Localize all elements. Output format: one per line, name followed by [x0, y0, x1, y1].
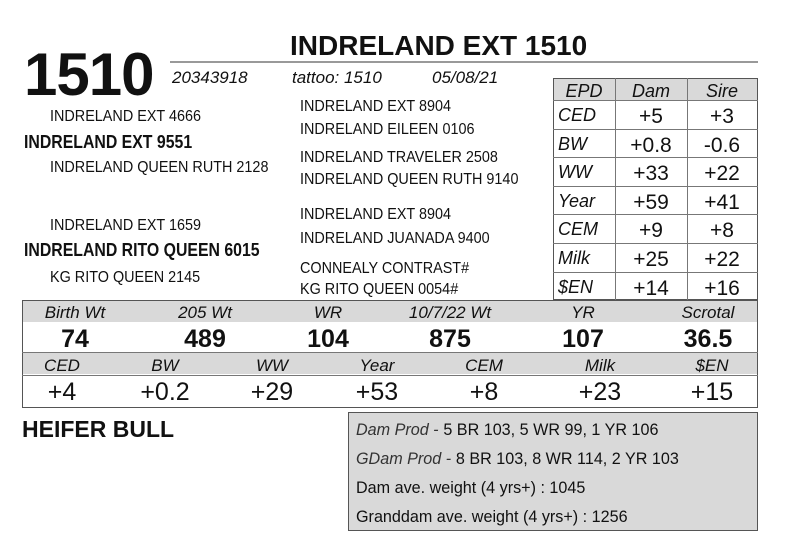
perf-value: 875 [429, 325, 471, 353]
perf-value: 489 [184, 325, 226, 353]
epd-header-bg [554, 79, 757, 100]
epd-value: +15 [690, 378, 734, 406]
epd-value: +29 [250, 378, 294, 406]
perf-header: 205 Wt [178, 303, 232, 322]
note-text: Dam ave. weight (4 yrs+) : 1045 [356, 478, 586, 497]
epd-value: +0.8 [630, 133, 672, 157]
perf-header: Scrotal [681, 303, 735, 322]
epd-value: +14 [633, 276, 669, 300]
birth-date: 05/08/21 [432, 68, 499, 87]
note-line: Granddam ave. weight (4 yrs+) : 1256 [356, 507, 628, 527]
pedigree-name: INDRELAND EXT 4666 [50, 108, 202, 125]
registration: 20343918 [172, 68, 248, 87]
pedigree-name: INDRELAND EILEEN 0106 [300, 121, 475, 138]
perf-header-bg [23, 301, 757, 322]
perf-header: Birth Wt [44, 303, 106, 322]
rule [170, 61, 758, 63]
epd-value: +41 [704, 190, 740, 214]
cell-border [553, 128, 758, 130]
note-text: 8 BR 103, 8 WR 114, 2 YR 103 [455, 449, 679, 468]
epd-value: +5 [639, 105, 663, 128]
epd-trait: CED [558, 105, 597, 125]
row-border [22, 352, 758, 353]
pedigree-name: INDRELAND TRAVELER 2508 [300, 149, 498, 166]
cell-border [553, 214, 758, 216]
note-text: 5 BR 103, 5 WR 99, 1 YR 106 [443, 420, 659, 439]
epd-value: +16 [704, 276, 740, 300]
note-line: GDam Prod -8 BR 103, 8 WR 114, 2 YR 103 [356, 449, 679, 469]
cell-border [553, 157, 758, 159]
label: HEIFER BULL [22, 416, 175, 442]
epd-value: -0.6 [703, 133, 741, 157]
epd-trait: Milk [558, 248, 590, 268]
perf-value: 36.5 [683, 325, 733, 353]
lot-number: 1510 [24, 41, 154, 108]
perf-header: WR [313, 303, 343, 322]
epd-table [553, 78, 758, 300]
note-text: Granddam ave. weight (4 yrs+) : 1256 [356, 507, 628, 526]
tattoo: tattoo: 1510 [292, 68, 382, 87]
epd-header: $EN [695, 356, 729, 375]
pedigree-name: INDRELAND QUEEN RUTH 9140 [300, 171, 519, 188]
perf-header: 10/7/22 Wt [408, 303, 492, 322]
epd-value: +9 [639, 219, 663, 243]
perf-value: 107 [562, 325, 604, 353]
epd-value: +23 [578, 378, 622, 406]
epd-header: Sire [705, 81, 738, 101]
epd-header: WW [255, 356, 289, 375]
epd-trait: Year [558, 190, 596, 211]
epd-trait: CEM [558, 219, 598, 240]
epd-value: +22 [704, 162, 740, 186]
epd-header-bg [23, 353, 757, 374]
epd-header: CED [44, 356, 80, 375]
notes-box [348, 412, 758, 531]
pedigree-sire: INDRELAND EXT 9551 [24, 132, 193, 152]
epd-value: +25 [633, 248, 669, 271]
perf-value: 74 [61, 325, 89, 353]
note-prefix: Dam Prod - [356, 420, 439, 439]
note-prefix: GDam Prod - [356, 449, 452, 468]
epd-header: CEM [465, 356, 503, 375]
pedigree-dam: INDRELAND RITO QUEEN 6015 [24, 240, 260, 260]
epd-header: BW [151, 356, 179, 375]
epd-header: Dam [631, 81, 670, 101]
note-line: Dam Prod -5 BR 103, 5 WR 99, 1 YR 106 [356, 420, 658, 440]
epd-value: +33 [633, 162, 669, 186]
epd-value: +8 [469, 378, 499, 406]
epd-value: +8 [710, 219, 734, 243]
cell-border [553, 243, 758, 244]
epd-value: +0.2 [140, 378, 190, 406]
row-border [22, 375, 758, 376]
epd-value: +4 [47, 378, 77, 406]
cell-border [687, 78, 688, 300]
pedigree-name: INDRELAND EXT 8904 [300, 206, 452, 223]
epd-header: Year [359, 356, 395, 375]
epd-trait: BW [558, 133, 587, 154]
epd-trait: WW [558, 162, 592, 183]
pedigree-name: KG RITO QUEEN 2145 [50, 269, 201, 286]
cell-border [615, 78, 616, 300]
epd-header: Milk [584, 356, 616, 375]
perf-header: YR [571, 303, 595, 322]
pedigree-name: INDRELAND EXT 8904 [300, 98, 452, 115]
cell-border [553, 100, 758, 101]
title: INDRELAND EXT 1510 [290, 30, 588, 61]
epd-header: EPD [565, 81, 603, 101]
epd-value: +3 [710, 105, 734, 128]
pedigree-name: KG RITO QUEEN 0054# [300, 281, 459, 298]
epd-value: +22 [704, 248, 740, 271]
pedigree-name: INDRELAND QUEEN RUTH 2128 [50, 159, 269, 176]
pedigree-name: INDRELAND EXT 1659 [50, 217, 202, 234]
performance-box [22, 300, 758, 408]
epd-value: +53 [355, 378, 399, 406]
cell-border [553, 185, 758, 187]
epd-trait: $EN [558, 276, 594, 297]
cell-border [553, 271, 758, 273]
pedigree-name: CONNEALY CONTRAST# [300, 260, 470, 277]
note-line: Dam ave. weight (4 yrs+) : 1045 [356, 478, 585, 498]
pedigree-name: INDRELAND JUANADA 9400 [300, 230, 490, 247]
epd-value: +59 [633, 190, 669, 214]
perf-value: 104 [307, 325, 349, 353]
